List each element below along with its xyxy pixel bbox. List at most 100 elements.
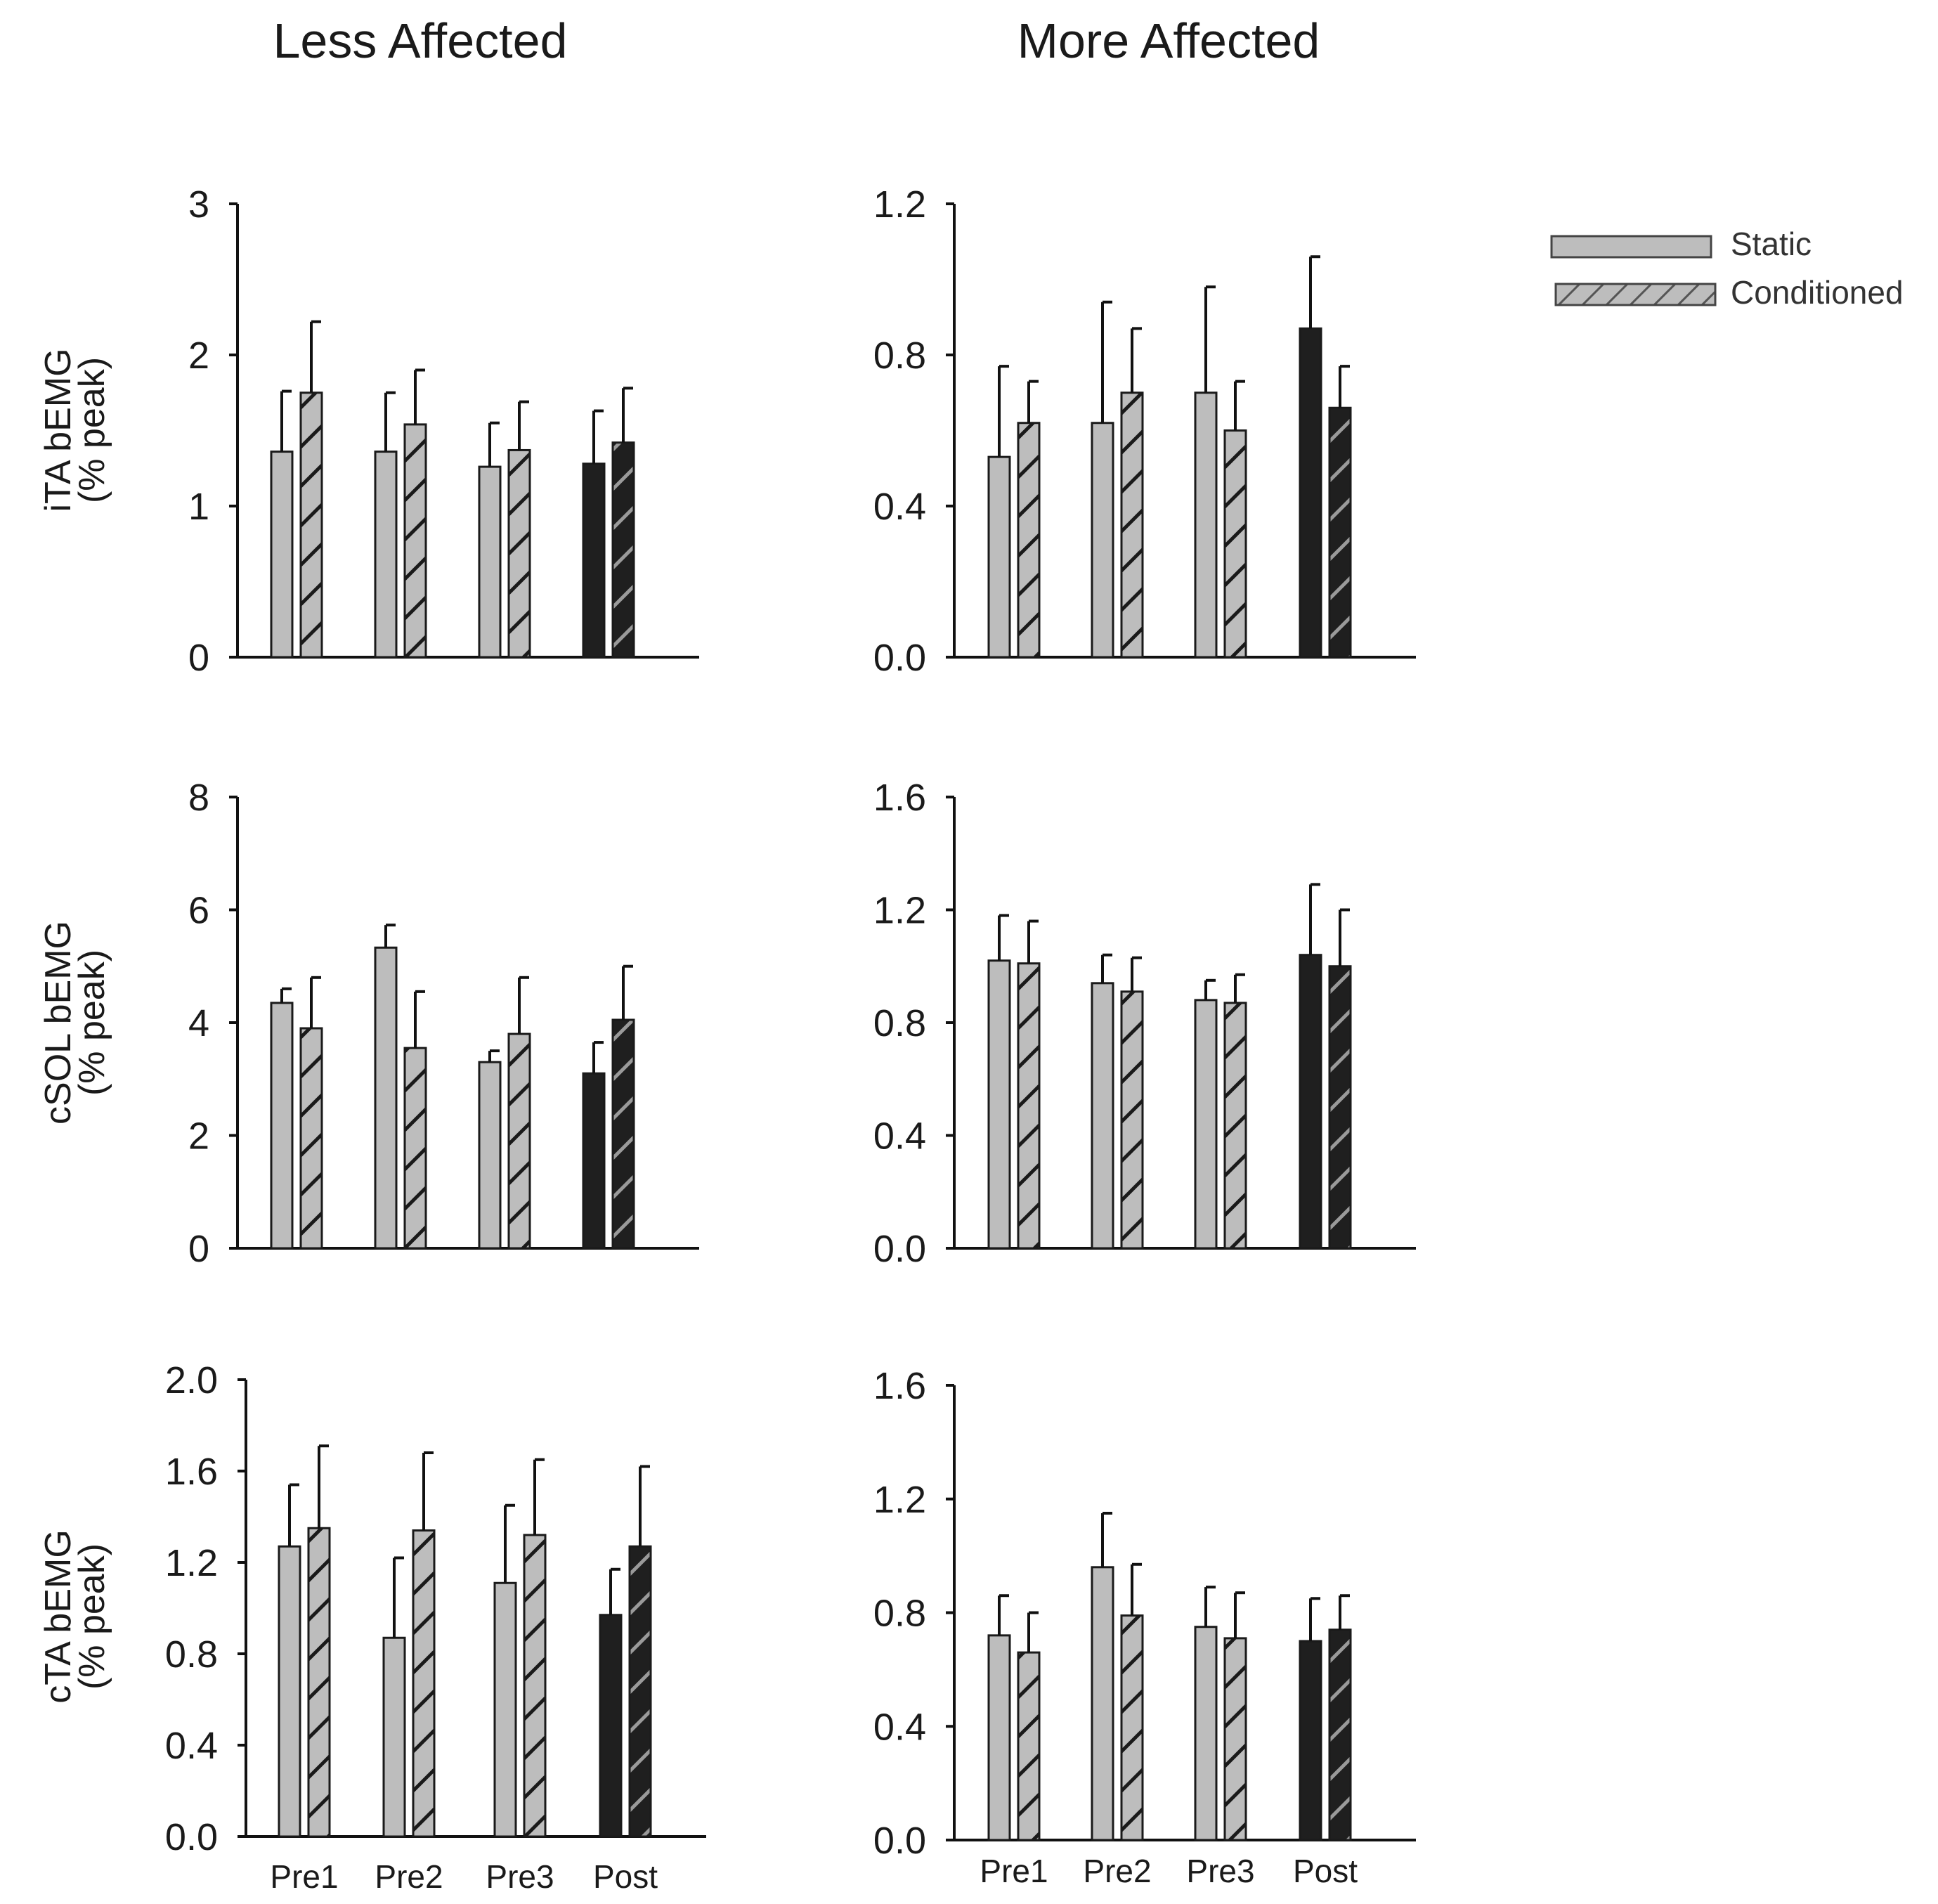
y-tick-label: 4 <box>188 1002 209 1044</box>
x-tick-label: Post <box>1293 1853 1358 1889</box>
y-tick-label: 0.0 <box>165 1816 218 1858</box>
bar-conditioned-pre3 <box>507 448 531 659</box>
y-tick-label: 0.4 <box>165 1725 218 1767</box>
y-tick-label: 0.8 <box>873 335 926 377</box>
legend-label-static: Static <box>1731 226 1812 262</box>
bar-conditioned-pre3 <box>1223 1637 1247 1841</box>
bar-conditioned-post <box>1328 1628 1352 1841</box>
y-tick-label: 0.4 <box>873 1706 926 1748</box>
bar-static-pre2 <box>1091 422 1114 659</box>
bar-static-pre1 <box>270 451 294 659</box>
x-tick-label: Pre3 <box>486 1858 554 1895</box>
chart-panel-less-affected-csol: 0 2 4 6 8 cSOL bEMG(% peak) <box>38 777 699 1270</box>
column-title-right: More Affected <box>1017 13 1320 68</box>
bar-static-post <box>582 1072 606 1250</box>
bar-conditioned-pre2 <box>403 423 427 659</box>
bar-static-pre3 <box>478 1061 502 1250</box>
bar-conditioned-post <box>1328 965 1352 1250</box>
bar-conditioned-pre3 <box>507 1032 531 1250</box>
chart-panel-more-affected-csol: 0.0 0.4 0.8 1.2 1.6 <box>873 777 1416 1270</box>
y-tick-label: 1.2 <box>873 890 926 932</box>
bar-conditioned-post <box>611 1018 635 1250</box>
bar-static-pre1 <box>987 455 1011 659</box>
y-axis-label: (% peak) <box>72 357 112 503</box>
bar-static-post <box>1299 327 1322 659</box>
bar-conditioned-post <box>1328 406 1352 659</box>
bar-static-pre1 <box>987 1634 1011 1841</box>
legend: Static Conditioned <box>1550 226 1904 311</box>
x-tick-label: Post <box>593 1858 658 1895</box>
y-axis-label: cSOL bEMG <box>38 921 79 1125</box>
bar-static-pre2 <box>1091 1566 1114 1841</box>
y-tick-label: 2 <box>188 1115 209 1158</box>
chart-panel-less-affected-cta: 0.0 0.4 0.8 1.2 1.6 2.0 cTA bEMG(% peak) Pre1 Pr… <box>38 1359 706 1895</box>
bar-conditioned-pre1 <box>307 1527 331 1838</box>
bar-conditioned-pre3 <box>523 1534 547 1838</box>
x-tick-label: Pre3 <box>1186 1853 1254 1889</box>
y-tick-label: 0.0 <box>873 637 926 679</box>
bar-conditioned-pre1 <box>1017 1651 1041 1841</box>
bar-static-pre2 <box>382 1636 406 1838</box>
bar-static-pre1 <box>270 1002 294 1250</box>
bar-static-pre2 <box>1091 982 1114 1250</box>
y-tick-label: 2.0 <box>165 1359 218 1401</box>
bar-conditioned-pre2 <box>1120 990 1144 1250</box>
bar-static-pre3 <box>1194 1626 1218 1841</box>
x-tick-label: Pre2 <box>1083 1853 1151 1889</box>
bar-static-post <box>1299 954 1322 1250</box>
x-tick-label: Pre1 <box>980 1853 1048 1889</box>
bar-conditioned-pre1 <box>299 1027 323 1250</box>
x-tick-label: Pre2 <box>375 1858 443 1895</box>
bar-static-pre2 <box>374 946 398 1250</box>
bar-conditioned-pre1 <box>1017 962 1041 1250</box>
y-tick-label: 0.0 <box>873 1228 926 1270</box>
y-tick-label: 1.6 <box>873 777 926 819</box>
bar-conditioned-pre3 <box>1223 1002 1247 1250</box>
y-tick-label: 1.6 <box>873 1365 926 1407</box>
bar-conditioned-pre2 <box>1120 391 1144 659</box>
x-tick-label: Pre1 <box>270 1858 338 1895</box>
bar-conditioned-post <box>611 441 635 659</box>
bar-static-pre3 <box>1194 391 1218 659</box>
bar-conditioned-pre1 <box>299 391 323 659</box>
bar-conditioned-pre1 <box>1017 422 1041 659</box>
y-axis-label: iTA bEMG <box>38 348 79 512</box>
y-tick-label: 0.4 <box>873 486 926 528</box>
bar-static-pre1 <box>987 959 1011 1250</box>
column-title-left: Less Affected <box>273 13 567 68</box>
y-tick-label: 3 <box>188 183 209 226</box>
y-tick-label: 1.6 <box>165 1451 218 1493</box>
chart-panel-more-affected-ita: 0.0 0.4 0.8 1.2 <box>873 183 1416 679</box>
bar-static-pre3 <box>493 1581 517 1838</box>
chart-panel-more-affected-cta: 0.0 0.4 0.8 1.2 1.6 Pre1 Pre2 Pre3 Post <box>873 1365 1416 1889</box>
bar-static-post <box>599 1614 623 1838</box>
bar-static-pre3 <box>1194 999 1218 1250</box>
y-tick-label: 0.4 <box>873 1115 926 1158</box>
bar-conditioned-post <box>628 1545 652 1838</box>
y-tick-label: 0 <box>188 637 209 679</box>
y-tick-label: 0 <box>188 1228 209 1270</box>
legend-swatch-static <box>1550 235 1712 259</box>
bar-static-post <box>582 462 606 659</box>
y-tick-label: 8 <box>188 777 209 819</box>
legend-label-conditioned: Conditioned <box>1731 274 1904 311</box>
legend-swatch-conditioned <box>1554 283 1717 306</box>
y-tick-label: 0.8 <box>873 1593 926 1635</box>
bar-conditioned-pre2 <box>412 1529 436 1838</box>
y-tick-label: 2 <box>188 335 209 377</box>
bar-conditioned-pre2 <box>1120 1614 1144 1841</box>
y-tick-label: 1 <box>188 486 209 528</box>
chart-panel-less-affected-ita: 0 1 2 3 iTA bEMG(% peak) <box>38 183 699 679</box>
y-axis-label: cTA bEMG <box>38 1529 79 1704</box>
bar-conditioned-pre2 <box>403 1047 427 1250</box>
y-tick-label: 6 <box>188 890 209 932</box>
y-axis-label: (% peak) <box>72 950 112 1096</box>
y-axis-label: (% peak) <box>72 1543 112 1690</box>
bar-static-pre1 <box>278 1545 301 1838</box>
bar-static-post <box>1299 1640 1322 1841</box>
y-tick-label: 1.2 <box>873 183 926 226</box>
bar-static-pre3 <box>478 465 502 659</box>
y-tick-label: 0.8 <box>165 1633 218 1676</box>
y-tick-label: 1.2 <box>873 1479 926 1521</box>
